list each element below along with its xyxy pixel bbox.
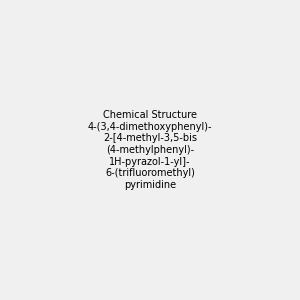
- Text: Chemical Structure
4-(3,4-dimethoxyphenyl)-
2-[4-methyl-3,5-bis
(4-methylphenyl): Chemical Structure 4-(3,4-dimethoxypheny…: [88, 110, 212, 190]
